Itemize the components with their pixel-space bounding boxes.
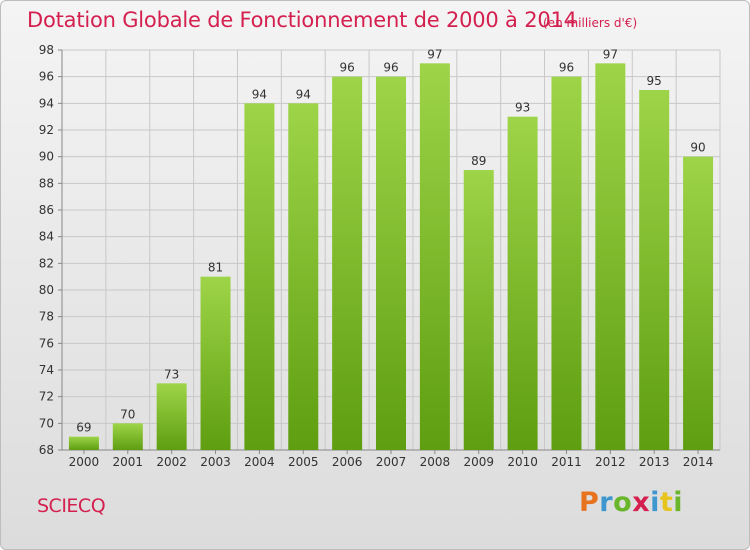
data-label-2008: 97 (427, 47, 442, 61)
y-tick-label-92: 92 (39, 123, 54, 137)
x-tick-label-2007: 2007 (376, 455, 407, 469)
x-tick-label-2001: 2001 (113, 455, 144, 469)
bar-2003 (200, 276, 231, 450)
x-tick-label-2003: 2003 (200, 455, 231, 469)
bar-2005 (288, 103, 319, 450)
bar-2012 (595, 63, 626, 450)
x-tick-label-2012: 2012 (595, 455, 626, 469)
bar-2008 (419, 63, 450, 450)
data-label-2007: 96 (383, 61, 398, 75)
data-label-2001: 70 (120, 407, 135, 421)
y-tick-label-80: 80 (39, 283, 54, 297)
x-tick-label-2008: 2008 (420, 455, 451, 469)
y-tick-label-72: 72 (39, 390, 54, 404)
x-tick-label-2005: 2005 (288, 455, 319, 469)
data-label-2005: 94 (296, 87, 311, 101)
data-label-2011: 96 (559, 61, 574, 75)
data-label-2000: 69 (76, 421, 91, 435)
data-label-2014: 90 (690, 141, 705, 155)
x-tick-label-2000: 2000 (69, 455, 100, 469)
bar-2009 (463, 170, 494, 450)
data-label-2006: 96 (339, 61, 354, 75)
data-label-2002: 73 (164, 367, 179, 381)
y-tick-label-68: 68 (39, 443, 54, 457)
y-tick-label-84: 84 (39, 230, 54, 244)
bar-2011 (551, 76, 582, 451)
y-tick-label-70: 70 (39, 416, 54, 430)
y-tick-label-78: 78 (39, 310, 54, 324)
x-tick-label-2010: 2010 (507, 455, 538, 469)
y-tick-label-82: 82 (39, 256, 54, 270)
x-tick-label-2002: 2002 (156, 455, 187, 469)
bar-2004 (244, 103, 275, 450)
x-tick-label-2011: 2011 (551, 455, 582, 469)
bar-2013 (639, 90, 670, 450)
x-tick-label-2013: 2013 (639, 455, 670, 469)
y-tick-label-98: 98 (39, 43, 54, 57)
bars (68, 63, 714, 451)
bar-2007 (376, 76, 406, 451)
labels: 69 70 73 81 94 94 96 96 97 89 93 96 97 95 90 (76, 47, 705, 434)
bar-2014 (683, 156, 714, 450)
x-tick-label-2014: 2014 (683, 455, 714, 469)
data-label-2012: 97 (603, 47, 618, 61)
commune-name: SCIECQ (37, 495, 106, 517)
data-label-2003: 81 (208, 261, 223, 275)
y-tick-label-76: 76 (39, 336, 54, 350)
y-tick-label-96: 96 (39, 70, 54, 84)
y-tick-label-86: 86 (39, 203, 54, 217)
proxiti-logo: Proxiti (579, 487, 684, 518)
bar-2010 (507, 116, 538, 451)
x-tick-label-2009: 2009 (463, 455, 494, 469)
y-tick-label-90: 90 (39, 150, 54, 164)
x-tick-label-2006: 2006 (332, 455, 363, 469)
data-label-2013: 95 (647, 74, 662, 88)
data-label-2009: 89 (471, 154, 486, 168)
y-tick-label-74: 74 (39, 363, 54, 377)
bar-2002 (156, 383, 187, 450)
y-tick-label-94: 94 (39, 96, 54, 110)
data-label-2004: 94 (252, 87, 267, 101)
chart-unit: (en milliers d'€) (543, 16, 638, 30)
bar-2000 (68, 436, 99, 450)
bar-2001 (112, 423, 143, 450)
chart-title: Dotation Globale de Fonctionnement de 20… (27, 8, 577, 32)
y-tick-label-88: 88 (39, 176, 54, 190)
x-tick-label-2004: 2004 (244, 455, 275, 469)
bar-2006 (332, 76, 363, 451)
data-label-2010: 93 (515, 101, 530, 115)
